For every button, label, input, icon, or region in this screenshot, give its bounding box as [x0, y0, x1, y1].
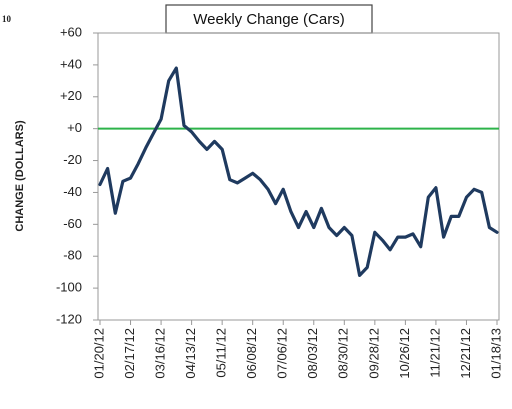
x-tick-label: 06/08/12: [244, 328, 259, 379]
x-tick-label: 05/11/12: [214, 328, 229, 378]
title-box: [165, 4, 373, 34]
y-axis-label: CHANGE (DOLLARS): [14, 120, 26, 232]
y-tick-label: +40: [60, 56, 82, 71]
chart-title: Weekly Change (Cars): [193, 11, 344, 28]
data-line: [98, 66, 499, 277]
y-tick-label: -20: [63, 152, 82, 167]
y-tick-label: +0: [67, 120, 82, 135]
plot-frame: [97, 32, 500, 321]
x-tick-label: 04/13/12: [183, 328, 198, 379]
y-tick-label: -40: [63, 184, 82, 199]
y-tick-label: -60: [63, 216, 82, 231]
y-tick-label: +60: [60, 24, 82, 39]
y-tick-label: +20: [60, 88, 82, 103]
x-tick-label: 07/06/12: [275, 328, 290, 379]
x-tick-label: 11/21/12: [427, 328, 442, 378]
x-tick-label: 08/30/12: [336, 328, 351, 379]
x-tick-label: 01/18/13: [488, 328, 503, 379]
x-tick-label: 12/21/12: [458, 328, 473, 379]
x-tick-label: 02/17/12: [122, 328, 137, 379]
x-tick-label: 09/28/12: [366, 328, 381, 379]
x-tick-label: 10/26/12: [397, 328, 412, 379]
y-tick-label: -80: [63, 248, 82, 263]
x-tick-label: 01/20/12: [91, 328, 106, 379]
corner-text: 10: [2, 14, 12, 24]
y-tick-label: -100: [56, 280, 82, 295]
y-tick-label: -120: [56, 311, 82, 326]
x-tick-label: 03/16/12: [153, 328, 168, 379]
x-tick-label: 08/03/12: [305, 328, 320, 379]
